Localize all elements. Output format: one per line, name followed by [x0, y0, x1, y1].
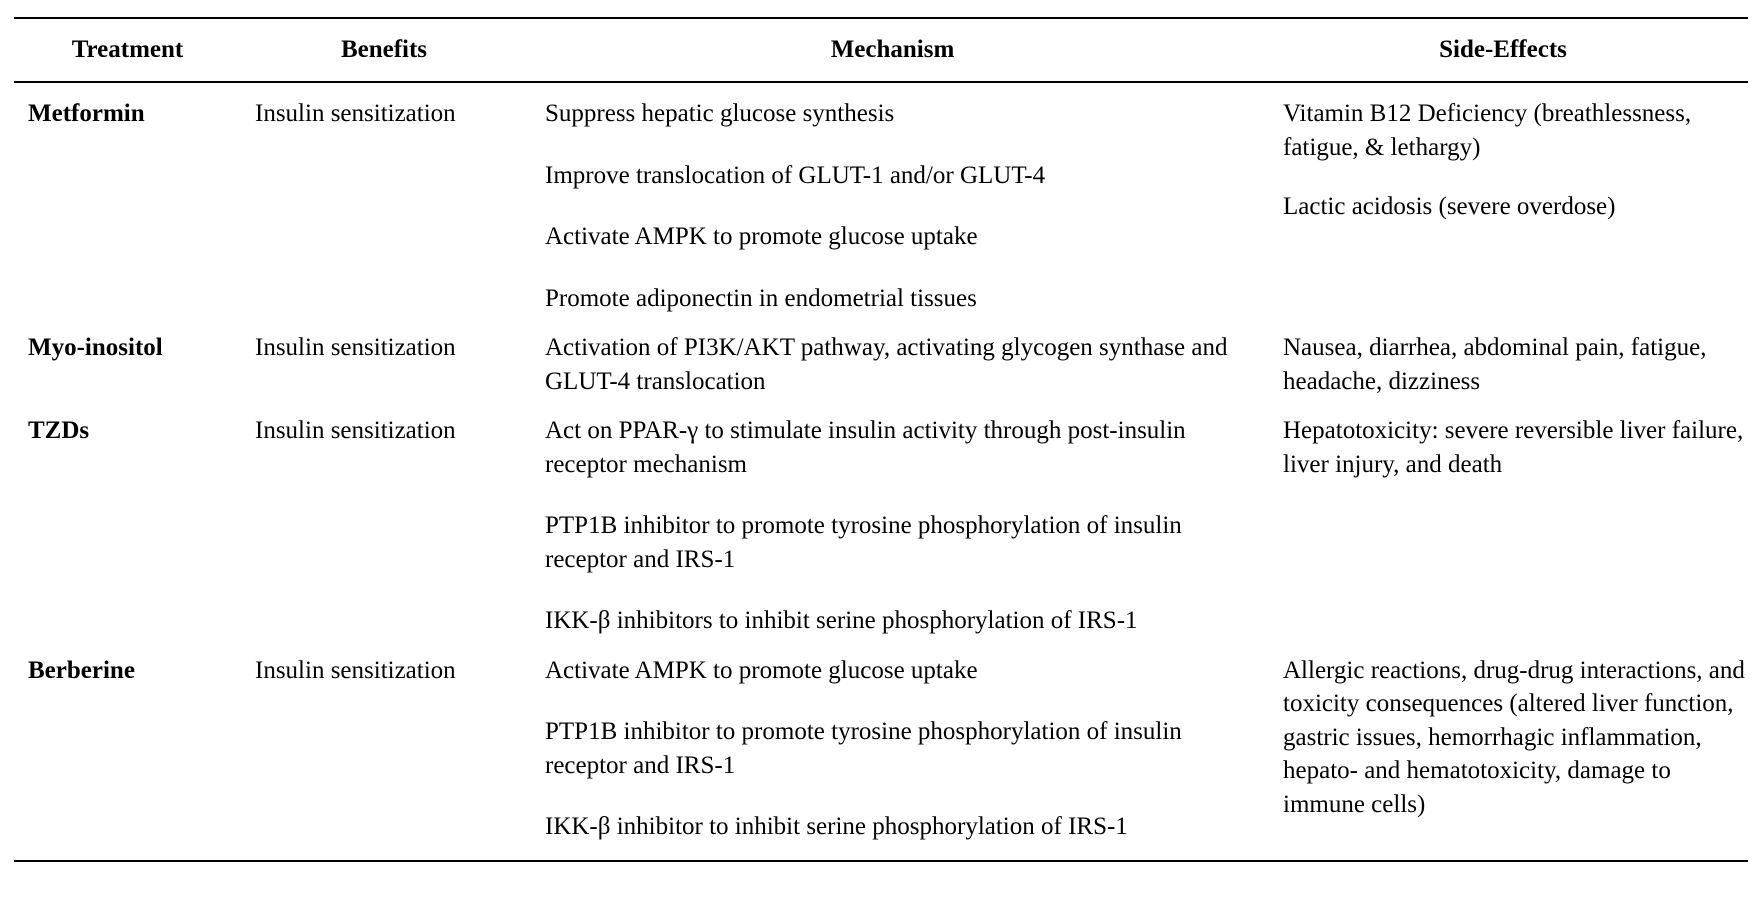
table-body: Metformin Insulin sensitization Suppress…: [14, 82, 1748, 861]
side-effect-item: Lactic acidosis (severe overdose): [1283, 193, 1616, 220]
side-effects-cell: Hepatotoxicity: severe reversible liver …: [1258, 414, 1748, 654]
mechanism-cell: Activation of PI3K/AKT pathway, activati…: [527, 331, 1258, 414]
mechanism-item: PTP1B inhibitor to promote tyrosine phos…: [545, 718, 1182, 779]
mechanism-item: Activate AMPK to promote glucose uptake: [545, 223, 978, 250]
header-side-effects: Side-Effects: [1439, 36, 1567, 64]
benefits-cell: Insulin sensitization: [255, 100, 456, 127]
mechanism-item: Activation of PI3K/AKT pathway, activati…: [545, 334, 1228, 395]
benefits-cell: Insulin sensitization: [255, 334, 456, 361]
treatment-cell: TZDs: [28, 417, 90, 444]
mechanism-cell: Act on PPAR-γ to stimulate insulin activ…: [527, 414, 1258, 654]
header-treatment: Treatment: [71, 36, 184, 64]
mechanism-cell: Suppress hepatic glucose synthesis Impro…: [527, 82, 1258, 331]
mechanism-cell: Activate AMPK to promote glucose uptake …: [527, 654, 1258, 861]
header-mechanism: Mechanism: [830, 36, 955, 64]
mechanism-item: PTP1B inhibitor to promote tyrosine phos…: [545, 512, 1182, 573]
mechanism-item: Promote adiponectin in endometrial tissu…: [545, 284, 977, 312]
treatment-cell: Myo-inositol: [28, 334, 163, 361]
mechanism-item: Suppress hepatic glucose synthesis: [545, 100, 895, 127]
mechanism-item: Act on PPAR-γ to stimulate insulin activ…: [545, 417, 1186, 478]
table-row: Metformin Insulin sensitization Suppress…: [14, 82, 1748, 331]
mechanism-item: Activate AMPK to promote glucose uptake: [545, 656, 978, 684]
table-header: Treatment Benefits Mechanism Side-Effect…: [14, 18, 1748, 82]
treatment-cell: Metformin: [28, 100, 145, 127]
side-effects-cell: Vitamin B12 Deficiency (breathlessness, …: [1258, 82, 1748, 331]
treatment-cell: Berberine: [28, 656, 135, 684]
side-effect-item: Allergic reactions, drug-drug interactio…: [1283, 656, 1745, 818]
table-row: Myo-inositol Insulin sensitization Activ…: [14, 331, 1748, 414]
side-effect-item: Nausea, diarrhea, abdominal pain, fatigu…: [1283, 334, 1707, 395]
table-row: Berberine Insulin sensitization Activate…: [14, 654, 1748, 861]
side-effects-cell: Allergic reactions, drug-drug interactio…: [1258, 654, 1748, 861]
treatment-table: Treatment Benefits Mechanism Side-Effect…: [14, 17, 1748, 862]
header-row: Treatment Benefits Mechanism Side-Effect…: [14, 18, 1748, 82]
side-effect-item: Hepatotoxicity: severe reversible liver …: [1283, 417, 1744, 478]
side-effects-cell: Nausea, diarrhea, abdominal pain, fatigu…: [1258, 331, 1748, 414]
header-benefits: Benefits: [340, 36, 428, 64]
side-effect-item: Vitamin B12 Deficiency (breathlessness, …: [1283, 100, 1692, 161]
mechanism-item: IKK-β inhibitor to inhibit serine phosph…: [545, 813, 1128, 840]
document-page: Treatment Benefits Mechanism Side-Effect…: [14, 17, 1748, 862]
benefits-cell: Insulin sensitization: [255, 656, 456, 684]
benefits-cell: Insulin sensitization: [255, 417, 456, 444]
mechanism-item: Improve translocation of GLUT-1 and/or G…: [545, 161, 1046, 189]
mechanism-item: IKK-β inhibitors to inhibit serine phosp…: [545, 607, 1138, 634]
table-row: TZDs Insulin sensitization Act on PPAR-γ…: [14, 414, 1748, 654]
